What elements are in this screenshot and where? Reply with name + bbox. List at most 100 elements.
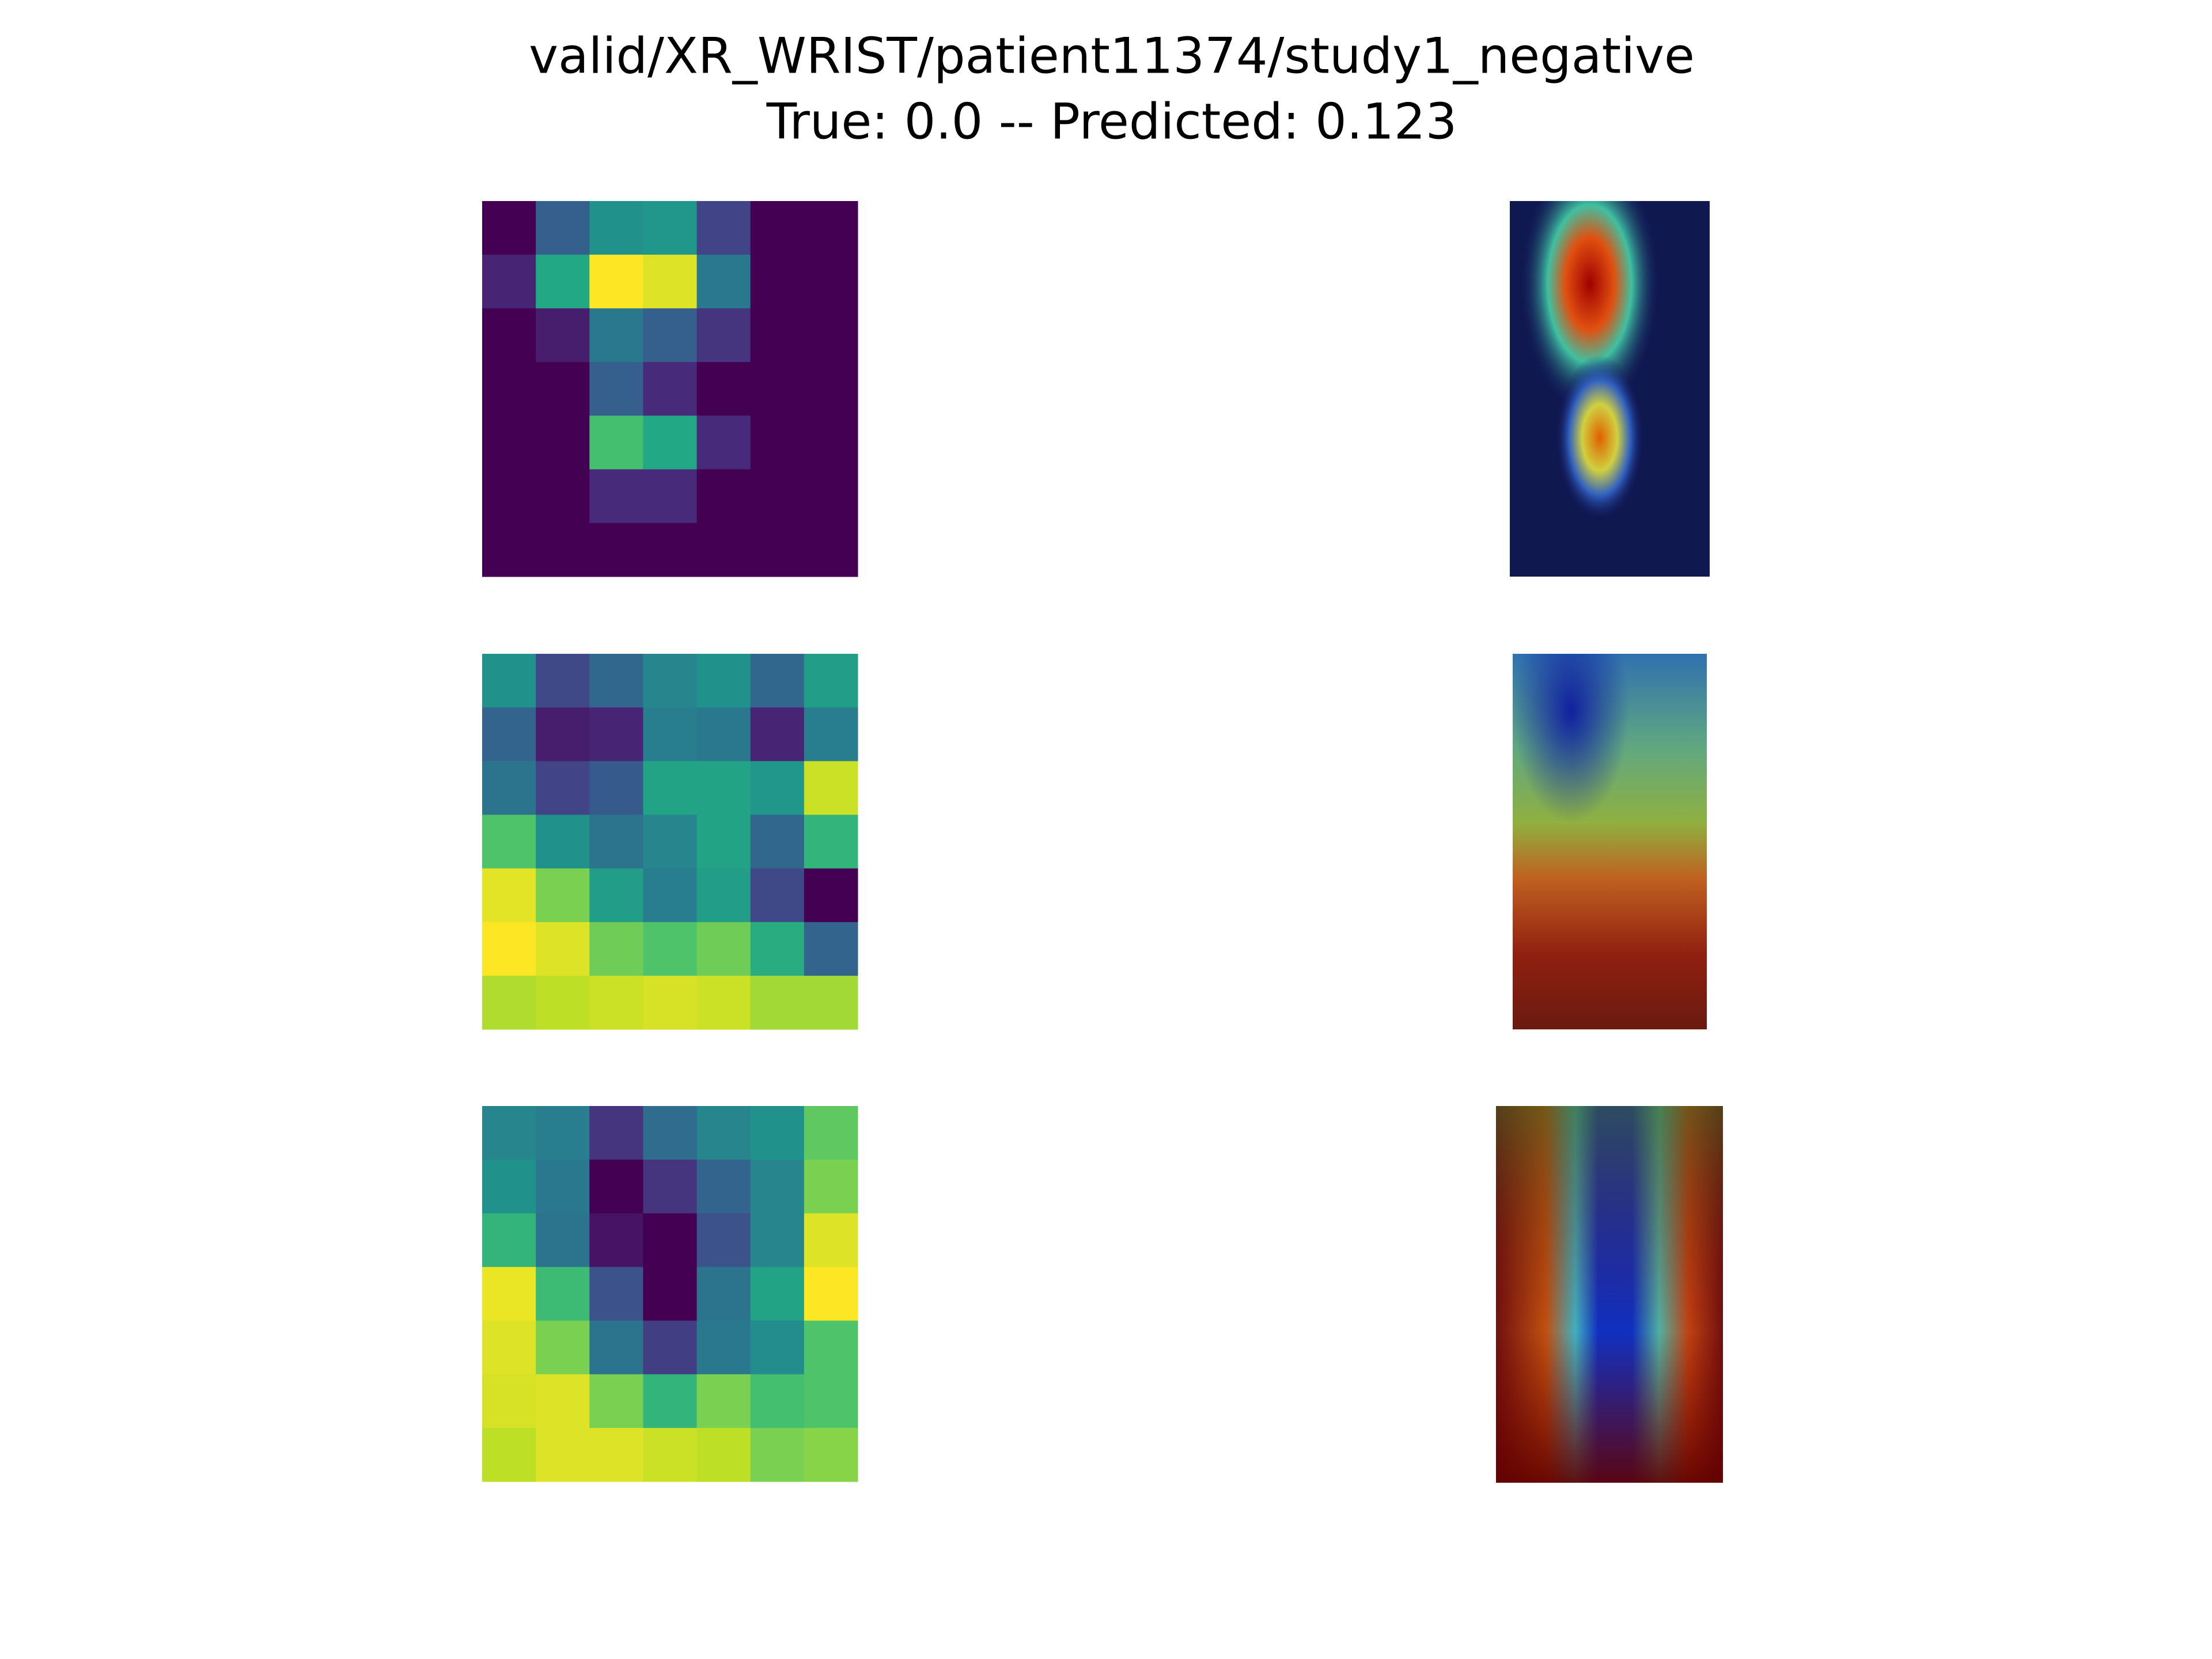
heatmap-cell	[589, 255, 643, 309]
heatmap-cell	[750, 1267, 805, 1321]
heatmap-cell	[696, 308, 751, 362]
heatmap-cell	[536, 362, 590, 416]
heatmap-cell	[589, 1160, 643, 1214]
heatmap-cell	[804, 1213, 858, 1267]
heatmap-cell	[804, 868, 858, 923]
heatmap-cell	[589, 654, 643, 708]
heatmap-cell	[696, 975, 751, 1030]
heatmap-cell	[589, 362, 643, 416]
heatmap-cell	[804, 522, 858, 577]
heatmap-cell	[696, 255, 751, 309]
heatmap-cell	[696, 1320, 751, 1375]
heatmap-cell	[536, 1106, 590, 1160]
heatmap-cell	[750, 654, 805, 708]
heatmap-cell	[482, 654, 536, 708]
heatmap-cell	[482, 362, 536, 416]
heatmap-cell	[643, 522, 698, 577]
heatmap-cell	[696, 1427, 751, 1482]
heatmap-cell	[696, 1213, 751, 1267]
heatmap-cell	[536, 469, 590, 524]
heatmap-cell	[482, 255, 536, 309]
heatmap-cell	[804, 308, 858, 362]
heatmap-cell	[536, 922, 590, 976]
heatmap-cell	[536, 868, 590, 923]
heatmap-cell	[750, 415, 805, 470]
heatmap-cell	[482, 415, 536, 470]
heatmap-cell	[482, 1374, 536, 1429]
heatmap-cell	[750, 1374, 805, 1429]
heatmap-cell	[482, 469, 536, 524]
heatmap-cell	[696, 1106, 751, 1160]
heatmap-cell	[750, 1320, 805, 1375]
heatmap-cell	[482, 1320, 536, 1375]
heatmap-cell	[750, 922, 805, 976]
heatmap-cell	[589, 868, 643, 923]
heatmap-cell	[804, 707, 858, 762]
heatmap-cell	[750, 1427, 805, 1482]
heatmap-cell	[750, 201, 805, 255]
heatmap-cell	[804, 654, 858, 708]
heatmap-cell	[804, 1160, 858, 1214]
heatmap-cell	[536, 1160, 590, 1214]
heatmap-cell	[643, 761, 698, 815]
overlay-image	[1513, 654, 1707, 1029]
heatmap-cell	[536, 975, 590, 1030]
heatmap-cell	[536, 1427, 590, 1482]
overlay-image	[1510, 201, 1710, 577]
heatmap-cell	[589, 469, 643, 524]
heatmap-cell	[536, 1213, 590, 1267]
heatmap-cell	[750, 1160, 805, 1214]
heatmap-cell	[804, 1106, 858, 1160]
heatmap-cell	[536, 1374, 590, 1429]
heatmap-cell	[643, 1106, 698, 1160]
heatmap-cell	[482, 1106, 536, 1160]
heatmap-cell	[804, 255, 858, 309]
heatmap-cell	[804, 1374, 858, 1429]
heatmap-cell	[482, 1160, 536, 1214]
heatmap-cell	[750, 815, 805, 869]
heatmap-cell	[696, 415, 751, 470]
heatmap-cell	[804, 922, 858, 976]
heatmap-cell	[643, 1320, 698, 1375]
heatmap-cell	[536, 255, 590, 309]
figure-subtitle: True: 0.0 -- Predicted: 0.123	[766, 93, 1457, 150]
heatmap-cell	[643, 922, 698, 976]
heatmap-cell	[589, 1106, 643, 1160]
heatmap-cell	[536, 1267, 590, 1321]
heatmap-cell	[643, 1267, 698, 1321]
heatmap-cell	[589, 761, 643, 815]
heatmap-cell	[750, 469, 805, 524]
heatmap-cell	[696, 761, 751, 815]
heatmap-cell	[804, 362, 858, 416]
heatmap-cell	[750, 975, 805, 1030]
heatmap-cell	[482, 975, 536, 1030]
heatmap-cell	[643, 1160, 698, 1214]
heatmap-cell	[643, 415, 698, 470]
heatmap-cell	[750, 522, 805, 577]
heatmap-cell	[804, 1267, 858, 1321]
heatmap-cell	[696, 1267, 751, 1321]
heatmap-cell	[643, 255, 698, 309]
heatmap-cell	[589, 707, 643, 762]
heatmap-cell	[589, 308, 643, 362]
heatmap-cell	[804, 1320, 858, 1375]
heatmap-cell	[482, 922, 536, 976]
heatmap-cell	[589, 922, 643, 976]
heatmap-cell	[804, 815, 858, 869]
heatmap-cell	[536, 308, 590, 362]
heatmap-cell	[643, 975, 698, 1030]
heatmap-cell	[696, 868, 751, 923]
heatmap-cell	[750, 1213, 805, 1267]
heatmap-cell	[750, 255, 805, 309]
heatmap-cell	[804, 761, 858, 815]
figure-title: valid/XR_WRIST/patient11374/study1_negat…	[529, 27, 1695, 85]
heatmap-cell	[536, 415, 590, 470]
heatmap-cell	[643, 815, 698, 869]
heatmap-cell	[482, 1427, 536, 1482]
heatmap-cell	[750, 1106, 805, 1160]
heatmap-cell	[536, 201, 590, 255]
heatmap-cell	[536, 707, 590, 762]
heatmap-cell	[482, 308, 536, 362]
heatmap-cell	[482, 707, 536, 762]
heatmap-cell	[804, 975, 858, 1030]
